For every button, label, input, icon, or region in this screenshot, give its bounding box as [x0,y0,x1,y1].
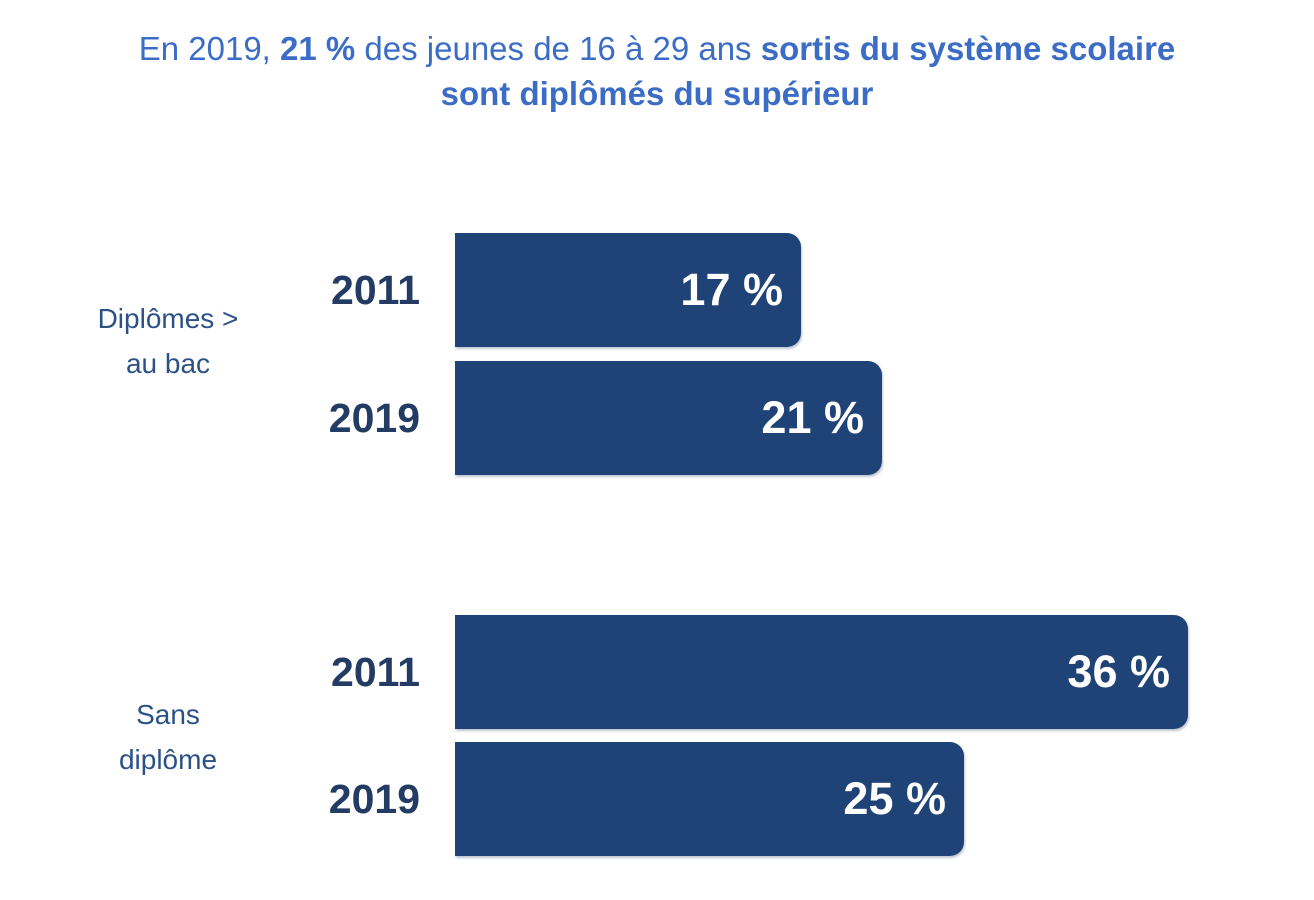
bar-sans-diplome-2019: 25 % [455,742,964,856]
bar-value-label: 21 % [761,392,864,443]
title-bold-line1: sortis du système scolaire [760,30,1176,67]
chart-title: En 2019, 21 % des jeunes de 16 à 29 ans … [0,26,1314,116]
group-label-sans-diplome: Sans diplôme [18,692,318,782]
bar-row-sans-diplome-2011: 2011 36 % [0,615,1188,729]
title-prefix: En 2019, [138,30,271,67]
bar-diplomes-2019: 21 % [455,361,882,475]
bar-row-diplomes-2011: 2011 17 % [0,233,801,347]
bar-row-sans-diplome-2019: 2019 25 % [0,742,964,856]
bar-value-label: 17 % [680,264,783,315]
year-label: 2011 [331,648,420,695]
bar-value-label: 25 % [843,773,946,824]
year-label: 2011 [331,266,420,313]
bar-diplomes-2011: 17 % [455,233,801,347]
title-highlight-value: 21 % [280,30,356,67]
title-bold-line2: sont diplômés du supérieur [440,75,874,112]
group-label-line: Diplômes > [97,303,239,334]
group-label-line: Sans [136,699,200,730]
group-label-diplomes-sup-bac: Diplômes > au bac [18,296,318,386]
year-label: 2019 [328,775,420,822]
bar-value-label: 36 % [1067,646,1170,697]
group-label-line: au bac [125,348,211,379]
group-label-line: diplôme [118,744,218,775]
bar-row-diplomes-2019: 2019 21 % [0,361,882,475]
bar-sans-diplome-2011: 36 % [455,615,1188,729]
year-label: 2019 [328,394,420,441]
title-middle: des jeunes de 16 à 29 ans [364,30,752,67]
